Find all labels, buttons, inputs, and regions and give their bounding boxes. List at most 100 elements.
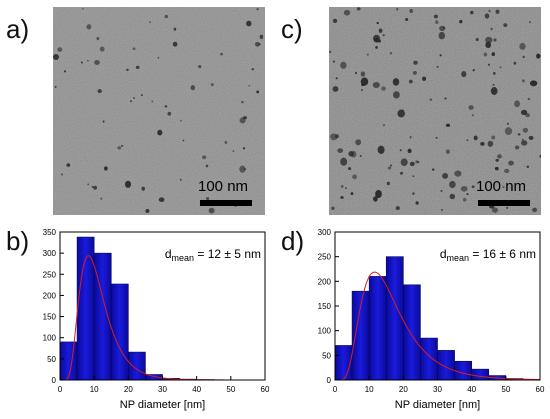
nanoparticle bbox=[502, 186, 505, 188]
nanoparticle bbox=[96, 37, 100, 41]
y-tick-label: 200 bbox=[318, 277, 332, 286]
nanoparticle bbox=[126, 68, 129, 72]
nanoparticle bbox=[536, 53, 541, 59]
nanoparticle bbox=[408, 79, 413, 84]
nanoparticle bbox=[182, 139, 185, 142]
nanoparticle bbox=[413, 60, 418, 65]
nanoparticle bbox=[57, 47, 63, 52]
nanoparticle bbox=[521, 140, 528, 146]
y-tick-label: 300 bbox=[43, 249, 57, 258]
nanoparticle bbox=[151, 100, 154, 103]
nanoparticle bbox=[100, 197, 103, 200]
nanoparticle bbox=[232, 150, 235, 152]
nanoparticle bbox=[506, 122, 509, 125]
nanoparticle bbox=[373, 196, 378, 202]
nanoparticle bbox=[64, 70, 66, 73]
nanoparticle bbox=[224, 140, 228, 144]
nanoparticle bbox=[372, 82, 380, 88]
nanoparticle bbox=[348, 151, 354, 157]
nanoparticle bbox=[400, 158, 408, 167]
nanoparticle bbox=[132, 47, 136, 51]
nanoparticle bbox=[491, 52, 496, 57]
nanoparticle bbox=[442, 172, 449, 179]
nanoparticle bbox=[392, 78, 400, 86]
nanoparticle bbox=[340, 157, 348, 166]
nanoparticle bbox=[407, 148, 412, 154]
nanoparticle bbox=[352, 174, 357, 180]
nanoparticle bbox=[412, 175, 415, 178]
x-tick-label: 40 bbox=[192, 385, 201, 394]
nanoparticle bbox=[208, 207, 215, 214]
nanoparticle bbox=[381, 86, 386, 91]
nanoparticle bbox=[82, 7, 84, 10]
nanoparticle bbox=[130, 100, 132, 103]
nanoparticle bbox=[355, 139, 362, 146]
nanoparticle bbox=[330, 133, 338, 141]
nanoparticle bbox=[397, 109, 405, 118]
nanoparticle bbox=[164, 105, 168, 108]
nanoparticle bbox=[66, 163, 71, 167]
nanoparticle bbox=[483, 52, 488, 57]
mean-diameter-annotation: dmean = 16 ± 6 nm bbox=[440, 247, 536, 263]
nanoparticle bbox=[449, 180, 456, 189]
nanoparticle bbox=[517, 133, 521, 136]
nanoparticle bbox=[332, 18, 338, 23]
nanoparticle bbox=[438, 31, 446, 40]
micrograph-grain bbox=[53, 7, 265, 215]
nanoparticle bbox=[60, 173, 63, 176]
x-tick-label: 30 bbox=[433, 385, 442, 394]
nanoparticle bbox=[494, 166, 499, 171]
nanoparticle bbox=[539, 154, 541, 158]
nanoparticle bbox=[344, 187, 347, 190]
nanoparticle bbox=[399, 149, 402, 152]
nanoparticle bbox=[472, 69, 475, 72]
nanoparticle bbox=[54, 86, 57, 88]
nanoparticle bbox=[409, 9, 413, 13]
nanoparticle bbox=[527, 97, 531, 101]
nanoparticle bbox=[487, 140, 494, 147]
nanoparticle bbox=[497, 154, 502, 159]
x-tick-label: 50 bbox=[226, 385, 235, 394]
nanoparticle bbox=[491, 135, 496, 140]
nanoparticle bbox=[120, 144, 124, 147]
nanoparticle bbox=[436, 65, 439, 68]
mean-diameter-annotation: dmean = 12 ± 5 nm bbox=[165, 247, 261, 263]
nanoparticle bbox=[343, 9, 351, 16]
nanoparticle bbox=[164, 14, 169, 19]
nanoparticle bbox=[415, 201, 419, 205]
y-tick-label: 50 bbox=[322, 351, 331, 360]
nanoparticle bbox=[400, 171, 403, 175]
nanoparticle bbox=[378, 28, 383, 33]
nanoparticle bbox=[525, 113, 530, 118]
nanoparticle bbox=[244, 168, 247, 171]
nanoparticle bbox=[97, 89, 102, 94]
nanoparticle bbox=[331, 206, 335, 210]
nanoparticle bbox=[198, 65, 202, 69]
nanoparticle bbox=[488, 63, 490, 66]
nanoparticle bbox=[256, 90, 260, 94]
nanoparticle bbox=[471, 185, 475, 189]
nanoparticle bbox=[490, 27, 493, 31]
x-tick-label: 20 bbox=[399, 385, 408, 394]
nanoparticle bbox=[117, 146, 121, 150]
nanoparticle bbox=[513, 61, 517, 65]
y-tick-label: 150 bbox=[43, 313, 57, 322]
annotation-subscript: mean bbox=[447, 253, 470, 263]
nanoparticle bbox=[157, 56, 160, 59]
annotation-value: = 16 ± 6 nm bbox=[469, 247, 536, 261]
nanoparticle bbox=[435, 136, 438, 139]
y-tick-label: 100 bbox=[318, 327, 332, 336]
nanoparticle bbox=[532, 207, 538, 213]
x-tick-label: 50 bbox=[501, 385, 510, 394]
nanoparticle bbox=[140, 94, 143, 96]
micrograph-a-image bbox=[53, 7, 265, 215]
nanoparticle bbox=[158, 197, 165, 203]
nanoparticle bbox=[409, 161, 415, 167]
x-tick-label: 0 bbox=[58, 385, 63, 394]
tem-micrograph-a bbox=[53, 7, 265, 215]
nanoparticle bbox=[529, 80, 538, 87]
nanoparticle bbox=[239, 165, 246, 173]
nanoparticle bbox=[241, 100, 244, 104]
y-tick-label: 300 bbox=[318, 228, 332, 237]
y-tick-label: 100 bbox=[43, 334, 57, 343]
